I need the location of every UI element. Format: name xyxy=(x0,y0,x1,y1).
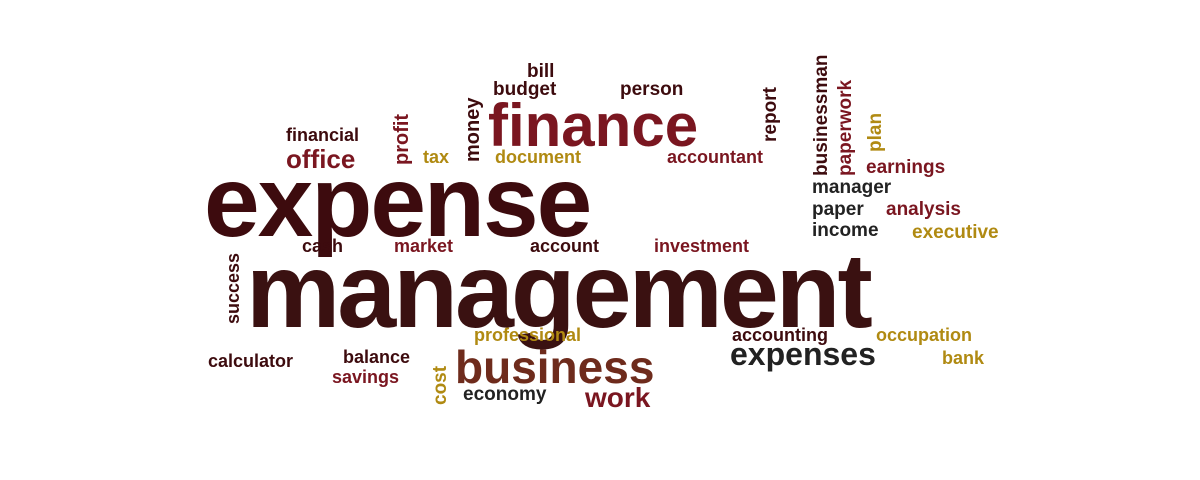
word-work: work xyxy=(585,382,651,413)
word-savings: savings xyxy=(332,367,400,387)
word-investment: investment xyxy=(654,236,750,256)
word-cost: cost xyxy=(430,365,451,405)
word-expense: expense xyxy=(204,146,592,258)
word-paperwork: paperwork xyxy=(835,79,856,176)
word-earnings: earnings xyxy=(866,157,946,178)
word-calculator: calculator xyxy=(208,351,294,371)
word-success: success xyxy=(223,252,243,324)
word-economy: economy xyxy=(463,384,547,405)
word-executive: executive xyxy=(912,222,999,243)
word-management: management xyxy=(246,232,873,350)
word-cash: cash xyxy=(302,236,344,256)
word-manager: manager xyxy=(812,177,892,198)
word-businessman: businessman xyxy=(811,54,832,176)
word-person: person xyxy=(620,79,684,100)
word-business: business xyxy=(455,341,655,393)
word-occupation: occupation xyxy=(876,325,973,345)
word-account: account xyxy=(530,236,600,256)
word-finance: finance xyxy=(488,92,699,159)
word-income: income xyxy=(812,220,879,241)
word-professional: professional xyxy=(474,325,582,345)
word-tax: tax xyxy=(423,147,450,167)
word-budget: budget xyxy=(493,79,557,100)
word-financial: financial xyxy=(286,125,360,145)
word-analysis: analysis xyxy=(886,199,961,220)
word-expenses: expenses xyxy=(730,336,876,372)
word-document: document xyxy=(495,147,582,167)
word-paper: paper xyxy=(812,199,864,220)
word-bill: bill xyxy=(527,61,555,82)
word-report: report xyxy=(760,87,781,142)
word-accountant: accountant xyxy=(667,147,764,167)
word-plan: plan xyxy=(865,112,886,152)
word-bank: bank xyxy=(942,348,985,368)
word-market: market xyxy=(394,236,454,256)
word-accounting: accounting xyxy=(732,325,829,345)
word-balance: balance xyxy=(343,347,411,367)
word-office: office xyxy=(286,144,356,174)
